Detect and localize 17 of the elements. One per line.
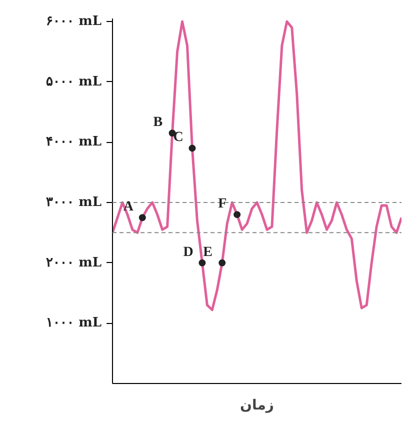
point (138, 214, 146, 222)
y-tick-label: ۲۰۰۰ mL (46, 255, 102, 270)
data-label: B (153, 115, 163, 130)
y-tick-label: ۴۰۰۰ mL (46, 134, 102, 150)
data-label: D (183, 244, 194, 260)
data-label: E (203, 244, 212, 260)
y-tick-label: ۶۰۰۰ mL (46, 14, 102, 30)
point (218, 259, 226, 266)
y-tick-label: ۵۰۰۰ mL (46, 74, 102, 90)
point (198, 259, 206, 266)
x-axis-title: زمان (240, 398, 274, 414)
point (234, 211, 241, 218)
y-tick-label: ۱۰۰۰ mL (46, 316, 102, 331)
point (188, 144, 196, 152)
data-label: F (218, 196, 227, 212)
line-series (112, 20, 402, 312)
y-tick-label: ۳۰۰۰ mL (46, 195, 102, 210)
